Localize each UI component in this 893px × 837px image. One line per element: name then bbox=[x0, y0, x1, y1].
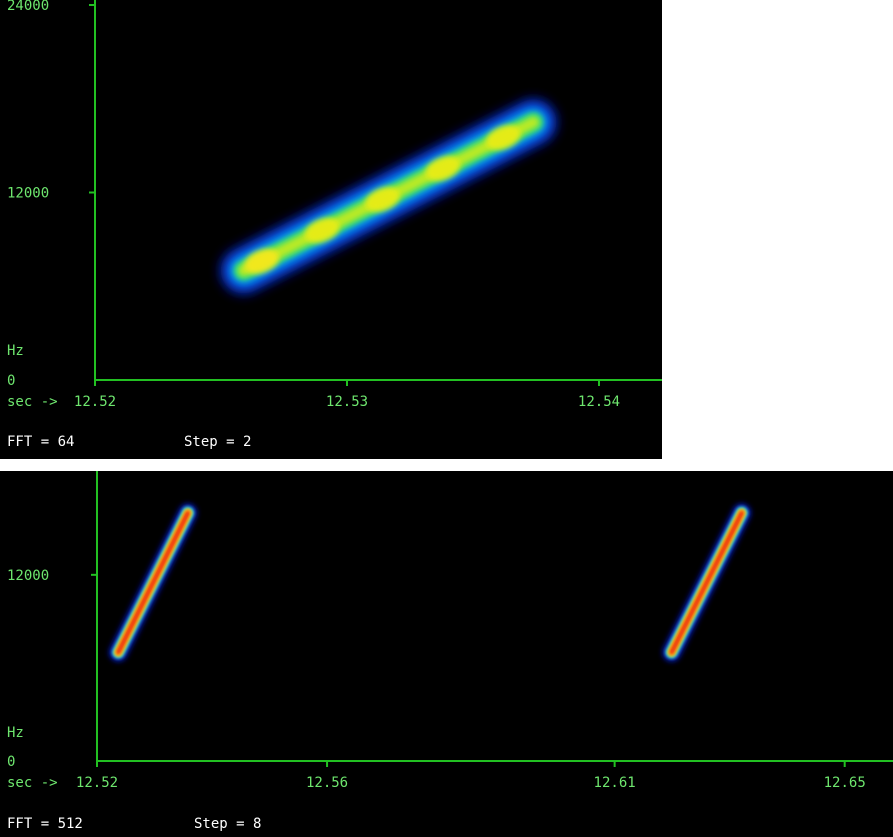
sweep-energy-blob bbox=[244, 249, 279, 274]
chirp-sweep-2 bbox=[662, 503, 751, 723]
x-tick-label: 12.54 bbox=[578, 394, 620, 410]
x-tick-label: 12.52 bbox=[74, 394, 116, 410]
sweep-energy-blob bbox=[365, 187, 400, 212]
y-tick-label: 12000 bbox=[7, 568, 49, 584]
axis-ticks: 12.52 12.56 12.61 12.65 0 12000 bbox=[7, 568, 866, 791]
y-tick-label: 0 bbox=[7, 373, 15, 389]
sweep-band-layer-5 bbox=[670, 511, 743, 654]
step-size-label: Step = 8 bbox=[194, 816, 261, 832]
y-tick-label: 24000 bbox=[7, 0, 49, 14]
sweep-energy-blob bbox=[304, 218, 340, 243]
sweep-energy-blob bbox=[486, 125, 521, 150]
spectrogram-marks bbox=[109, 503, 751, 723]
sweep-energy-blob bbox=[425, 156, 461, 181]
y-tick-label: 0 bbox=[7, 754, 15, 770]
fft-size-label: FFT = 512 bbox=[7, 816, 83, 832]
spectrogram-panel-bottom: 12.52 12.56 12.61 12.65 0 12000 Hz sec -> FFT… bbox=[0, 471, 893, 837]
chirp-sweep-1 bbox=[109, 503, 197, 723]
spectrogram-chart-bottom: 12.52 12.56 12.61 12.65 0 12000 Hz sec -> FFT… bbox=[7, 471, 893, 832]
spectrogram-marks bbox=[220, 52, 557, 366]
x-tick-label: 12.61 bbox=[594, 775, 636, 791]
x-axis-prefix: sec -> bbox=[7, 394, 58, 410]
spectrogram-panel-top: 12.52 12.53 12.54 0 12000 24000 Hz sec -> FFT… bbox=[0, 0, 662, 459]
sweep-band-layer-5 bbox=[117, 511, 190, 654]
x-tick-label: 12.65 bbox=[824, 775, 866, 791]
axis-ticks: 12.52 12.53 12.54 0 12000 24000 bbox=[7, 0, 620, 410]
y-tick-label: 12000 bbox=[7, 186, 49, 202]
x-tick-label: 12.53 bbox=[326, 394, 368, 410]
y-axis-label: Hz bbox=[7, 343, 24, 359]
x-tick-label: 12.52 bbox=[76, 775, 118, 791]
step-size-label: Step = 2 bbox=[184, 434, 251, 450]
y-axis-label: Hz bbox=[7, 725, 24, 741]
chirp-sweep-1 bbox=[220, 52, 557, 366]
x-axis-prefix: sec -> bbox=[7, 775, 58, 791]
spectrogram-chart-top: 12.52 12.53 12.54 0 12000 24000 Hz sec -> FFT… bbox=[7, 0, 662, 450]
fft-size-label: FFT = 64 bbox=[7, 434, 74, 450]
x-tick-label: 12.56 bbox=[306, 775, 348, 791]
